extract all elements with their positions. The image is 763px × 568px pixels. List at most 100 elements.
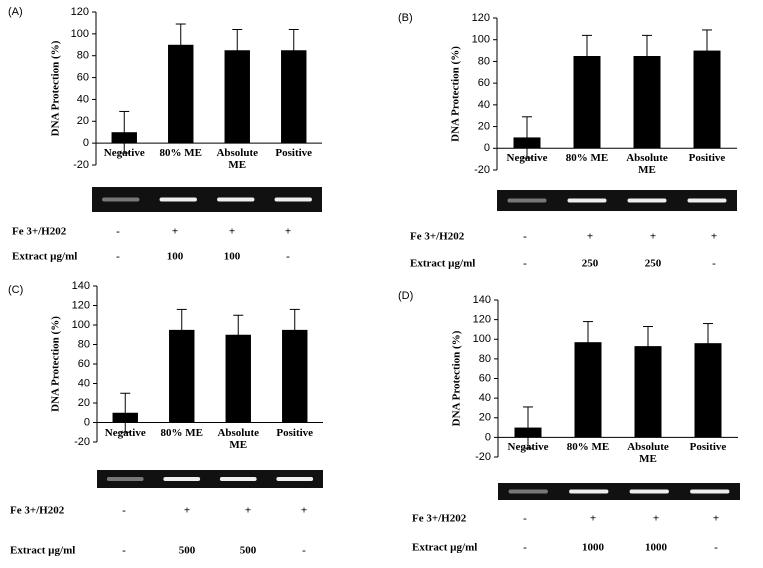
error-bar — [582, 34, 592, 78]
error-bar — [176, 308, 187, 351]
y-tick-label: 140 — [72, 280, 90, 292]
gel-band — [627, 198, 667, 203]
y-axis-label: DNA Protection (%) — [451, 330, 463, 426]
treatment-value: + — [653, 513, 659, 525]
treatment-value: + — [172, 226, 178, 238]
treatment-value: 250 — [645, 258, 662, 270]
error-bar — [522, 116, 532, 159]
treatment-value: - — [286, 251, 290, 263]
x-tick-label-box: Negative — [104, 147, 145, 159]
treatment-value: - — [714, 542, 718, 554]
error-bar — [523, 406, 533, 449]
y-tick-label: 80 — [78, 338, 90, 350]
treatment-value: - — [523, 258, 527, 270]
treatment-value: - — [523, 231, 527, 243]
treatment-label: Extract µg/ml — [10, 545, 75, 557]
panel-label: (C) — [8, 284, 23, 296]
x-tick-label-box: Absolute ME — [217, 427, 259, 451]
panel-label: (A) — [8, 6, 23, 18]
y-tick-label: 20 — [479, 412, 491, 424]
treatment-value: + — [245, 505, 251, 517]
x-tick-label-box: Negative — [506, 152, 548, 165]
y-tick-label: -20 — [73, 159, 89, 171]
x-tick-label: Negative — [104, 426, 146, 439]
treatment-value: 250 — [582, 258, 599, 270]
error-bar — [642, 34, 652, 78]
gel-band — [102, 197, 140, 202]
panel-label: (B) — [398, 12, 413, 24]
treatment-value: + — [650, 231, 656, 243]
gel-band — [567, 198, 607, 203]
gel-band — [163, 477, 201, 481]
treatment-value: - — [116, 251, 120, 263]
error-bar — [233, 314, 244, 355]
treatment-value: + — [713, 513, 719, 525]
gel-band — [687, 198, 727, 203]
x-tick-label: 80% ME — [565, 152, 609, 165]
x-tick-label: Negative — [506, 152, 548, 165]
x-tick-label-box: Absolute ME — [216, 147, 258, 171]
gel-band — [274, 197, 312, 202]
gel-band — [276, 477, 314, 481]
treatment-value: - — [523, 542, 527, 554]
y-tick-label: 80 — [479, 353, 491, 365]
x-tick-label: Positive — [276, 426, 314, 439]
x-tick-label-box: 80% ME — [161, 427, 203, 439]
y-tick-label: 100 — [71, 28, 89, 40]
treatment-label: Extract µg/ml — [12, 251, 77, 263]
treatment-value: + — [587, 231, 593, 243]
treatment-value: 1000 — [645, 542, 668, 554]
x-tick-label: Absolute ME — [626, 152, 668, 177]
treatment-value: - — [712, 258, 716, 270]
error-bar — [120, 392, 131, 433]
panel-label: (D) — [398, 290, 413, 302]
y-tick-label: 100 — [72, 319, 90, 331]
x-tick-label: Absolute ME — [627, 441, 669, 466]
gel-image — [97, 470, 323, 488]
error-bar — [703, 323, 713, 364]
y-tick-label: 80 — [77, 50, 89, 62]
x-tick-label-box: Positive — [688, 152, 726, 165]
error-bar — [232, 28, 243, 72]
treatment-value: + — [301, 505, 307, 517]
y-tick-label: -20 — [74, 436, 90, 448]
treatment-label: Fe 3+/H202 — [12, 226, 67, 238]
x-tick-label-box: 80% ME — [567, 441, 609, 453]
gel-image — [498, 483, 740, 500]
y-tick-label: 40 — [478, 99, 490, 111]
y-tick-label: 60 — [479, 372, 491, 384]
treatment-value: + — [285, 226, 291, 238]
y-axis-label: DNA Protection (%) — [450, 46, 462, 142]
treatment-value: 500 — [240, 545, 257, 557]
x-tick-label-box: Positive — [276, 426, 314, 439]
y-tick-label: 20 — [78, 397, 90, 409]
y-tick-label: 100 — [473, 333, 491, 345]
treatment-label: Fe 3+/H202 — [412, 513, 467, 525]
error-bar — [702, 29, 712, 72]
treatment-value: 1000 — [582, 542, 605, 554]
y-tick-label: 0 — [83, 137, 89, 149]
y-tick-label: 120 — [72, 299, 90, 311]
y-tick-label: 120 — [71, 6, 89, 18]
error-bar — [643, 325, 653, 367]
x-tick-label-box: 80% ME — [565, 152, 609, 165]
error-bar — [289, 308, 300, 351]
y-tick-label: 100 — [472, 34, 490, 46]
error-bar — [175, 23, 186, 67]
gel-band — [217, 197, 255, 202]
treatment-label: Extract µg/ml — [410, 258, 475, 270]
treatment-label: Extract µg/ml — [412, 542, 477, 554]
gel-band — [690, 489, 730, 494]
x-tick-label: Positive — [688, 152, 726, 165]
gel-band — [508, 489, 548, 494]
y-tick-label: 40 — [78, 377, 90, 389]
y-axis-label: DNA Protection (%) — [50, 40, 62, 136]
error-bar — [288, 28, 299, 72]
gel-image — [497, 190, 737, 211]
treatment-value: + — [711, 231, 717, 243]
y-tick-label: 60 — [78, 358, 90, 370]
x-tick-label: Positive — [275, 147, 313, 160]
treatment-value: - — [523, 513, 527, 525]
x-tick-label-box: Negative — [508, 441, 549, 453]
y-tick-label: 140 — [473, 294, 491, 306]
